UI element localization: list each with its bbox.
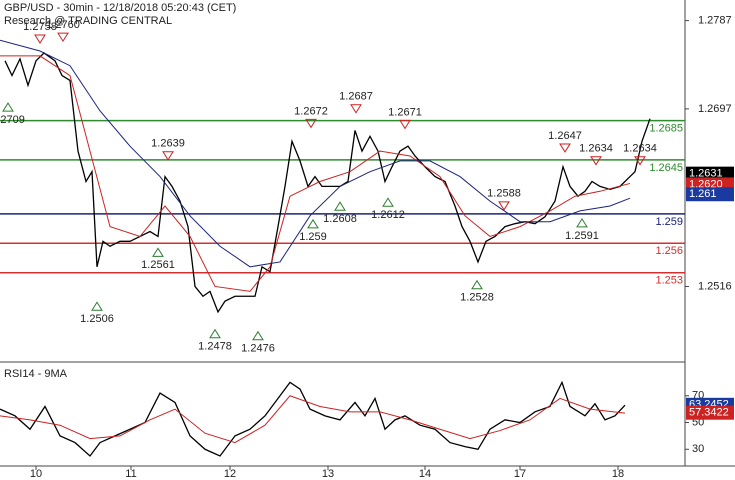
swing-label: 1.2647	[548, 130, 582, 142]
swing-marker	[91, 301, 103, 311]
swing-label: 1.2478	[198, 341, 232, 353]
series-line	[0, 55, 631, 292]
swing-marker	[399, 119, 411, 130]
swing-label: 1.2634	[623, 143, 657, 155]
swing-label: 1.2591	[565, 230, 599, 242]
price-tag-label: 1.261	[689, 188, 717, 200]
y-tick-label: 1.2787	[698, 15, 732, 27]
level-label: 1.256	[655, 245, 683, 257]
y-tick-label: 30	[692, 443, 704, 455]
price-tag-label: 57.3422	[689, 407, 729, 419]
swing-label: 1.2506	[80, 313, 114, 325]
swing-label: 1.2634	[579, 143, 613, 155]
swing-marker	[334, 201, 346, 211]
swing-marker	[209, 328, 221, 339]
series-line	[4, 52, 651, 314]
swing-label: 1.2588	[487, 188, 521, 200]
swing-label: 1.2561	[141, 259, 175, 271]
price-tag	[686, 405, 734, 420]
series-line	[0, 39, 631, 268]
swing-marker	[34, 34, 46, 44]
level-label: 1.2685	[649, 123, 683, 135]
swing-marker	[57, 32, 69, 43]
swing-marker	[162, 151, 174, 161]
swing-label: 1.259	[299, 231, 327, 243]
swing-marker	[305, 118, 317, 129]
x-tick-label: 12	[224, 468, 236, 480]
level-label: 1.259	[655, 216, 683, 228]
swing-marker	[350, 104, 362, 114]
x-tick-label: 13	[322, 468, 334, 480]
swing-label: 1.2760	[46, 19, 80, 31]
swing-marker	[498, 201, 510, 211]
swing-marker	[152, 247, 164, 257]
level-label: 1.253	[655, 275, 683, 287]
x-tick-label: 14	[419, 468, 431, 480]
y-tick-label: 1.2697	[698, 103, 732, 115]
series-line	[0, 395, 626, 444]
price-tag	[686, 187, 734, 202]
y-tick-label: 1.2516	[698, 280, 732, 292]
swing-marker	[2, 102, 14, 112]
swing-label: 1.2687	[339, 91, 373, 103]
x-tick-label: 10	[30, 468, 42, 480]
swing-label: 1.2528	[460, 292, 494, 304]
rsi-title: RSI14 - 9MA	[4, 368, 68, 380]
chart-subtitle: Research @ TRADING CENTRAL	[4, 15, 172, 27]
price-tag-label: 1.2631	[689, 168, 723, 180]
swing-marker	[576, 217, 588, 228]
x-tick-label: 11	[125, 468, 136, 480]
swing-label: 1.2709	[0, 114, 25, 126]
swing-label: 1.2639	[151, 138, 185, 150]
x-tick-label: 17	[514, 468, 526, 480]
x-tick-label: 18	[612, 468, 624, 480]
swing-label: 1.2671	[388, 106, 422, 118]
swing-label: 1.2608	[323, 213, 357, 225]
chart-title: GBP/USD - 30min - 12/18/2018 05:20:43 (C…	[4, 2, 236, 14]
swing-marker	[471, 279, 483, 290]
swing-label: 1.2758	[23, 21, 57, 33]
swing-marker	[382, 197, 394, 207]
swing-label: 1.2672	[294, 105, 328, 117]
swing-label: 1.2612	[371, 209, 405, 221]
price-tag	[686, 166, 734, 181]
swing-marker	[559, 143, 571, 153]
swing-marker	[634, 156, 646, 166]
swing-marker	[252, 330, 264, 341]
swing-marker	[307, 218, 319, 229]
swing-label: 1.2476	[241, 343, 275, 355]
swing-marker	[590, 156, 602, 166]
level-label: 1.2645	[649, 162, 683, 174]
